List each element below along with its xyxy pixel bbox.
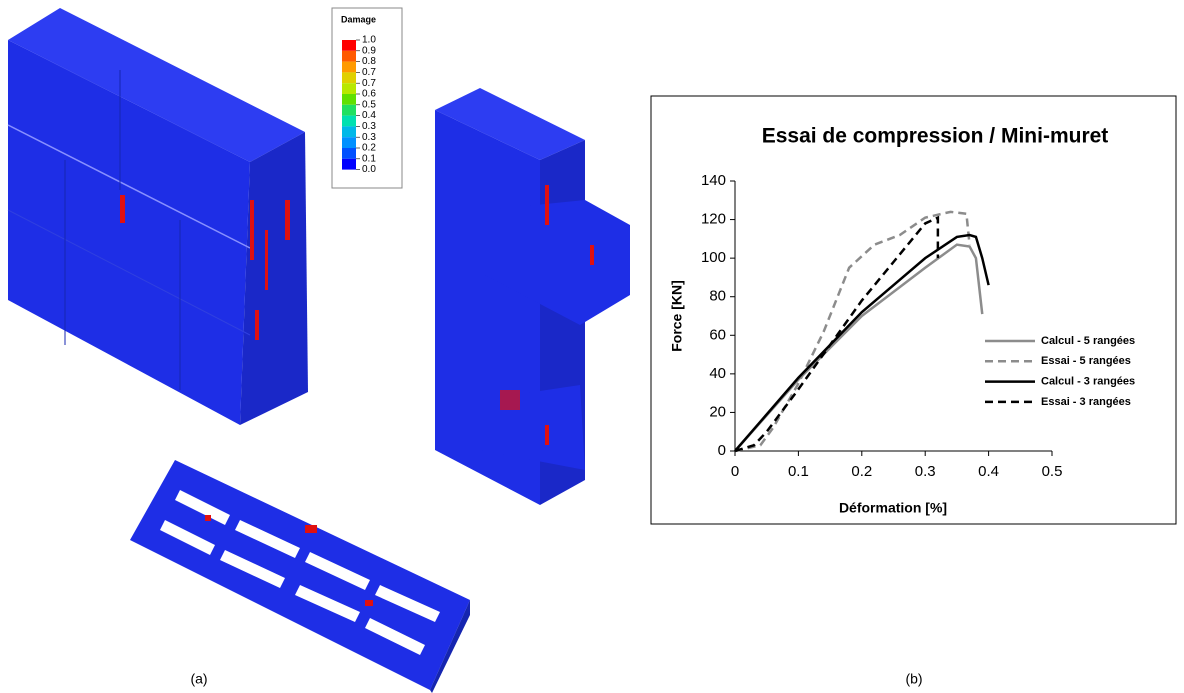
series-line — [734, 215, 940, 453]
caption: (a) — [190, 671, 207, 687]
legend-label: Essai - 3 rangées — [1041, 396, 1131, 408]
y-axis-label: Force [KN] — [669, 280, 685, 352]
damage-label: 0.4 — [362, 110, 376, 121]
damage-label: 1.0 — [362, 35, 376, 46]
x-tick-label: 0.5 — [1042, 463, 1063, 480]
legend-label: Essai - 5 rangées — [1041, 355, 1131, 367]
damage-legend: Damage 1.00.90.80.70.70.60.50.40.30.30.2… — [331, 7, 403, 189]
x-tick-label: 0.1 — [788, 463, 809, 480]
damage-swatch — [342, 61, 356, 73]
caption: (b) — [905, 671, 922, 687]
damage-swatch — [342, 83, 356, 94]
chart-title: Essai de compression / Mini-muret — [762, 125, 1109, 148]
damage-swatch — [342, 94, 356, 105]
x-tick-label: 0.3 — [915, 463, 936, 480]
wall-model — [7, 8, 308, 425]
damage-label: 0.5 — [362, 99, 376, 110]
legend-label: Calcul - 5 rangées — [1041, 335, 1135, 347]
damage-swatch — [342, 115, 356, 127]
x-axis-label: Déformation [%] — [839, 500, 947, 516]
column-model — [435, 88, 630, 505]
x-tick-label: 0.4 — [978, 463, 999, 480]
legend-label: Calcul - 3 rangées — [1041, 376, 1135, 388]
y-tick-label: 0 — [718, 442, 726, 459]
series-line — [734, 243, 984, 452]
y-tick-label: 20 — [709, 403, 726, 420]
damage-label: 0.9 — [362, 45, 376, 56]
damage-label: 0.7 — [362, 67, 376, 78]
damage-label: 0.2 — [362, 143, 376, 154]
damage-swatch — [342, 137, 356, 148]
y-tick-label: 120 — [701, 211, 726, 228]
damage-swatch — [342, 40, 356, 51]
damage-label: 0.8 — [362, 56, 376, 67]
y-tick-label: 140 — [701, 172, 726, 189]
y-tick-label: 40 — [709, 365, 726, 382]
damage-swatch — [342, 126, 356, 138]
damage-swatch — [342, 72, 356, 84]
series-line — [734, 233, 990, 452]
damage-label: 0.3 — [362, 121, 376, 132]
damage-swatch — [342, 50, 356, 62]
x-tick-label: 0.2 — [851, 463, 872, 480]
y-tick-label: 60 — [709, 326, 726, 343]
damage-swatch — [342, 148, 356, 159]
damage-label: 0.6 — [362, 89, 376, 100]
slab-model — [130, 460, 470, 693]
damage-label: 0.0 — [362, 164, 376, 175]
damage-label: 0.7 — [362, 78, 376, 89]
series-line — [734, 210, 971, 453]
chart-frame — [650, 95, 1177, 525]
damage-legend-title: Damage — [341, 14, 376, 24]
damage-label: 0.1 — [362, 153, 376, 164]
damage-label: 0.3 — [362, 132, 376, 143]
y-tick-label: 80 — [709, 288, 726, 305]
x-tick-label: 0 — [731, 463, 739, 480]
y-tick-label: 100 — [701, 249, 726, 266]
damage-swatch — [342, 104, 356, 116]
damage-swatch — [342, 158, 356, 170]
